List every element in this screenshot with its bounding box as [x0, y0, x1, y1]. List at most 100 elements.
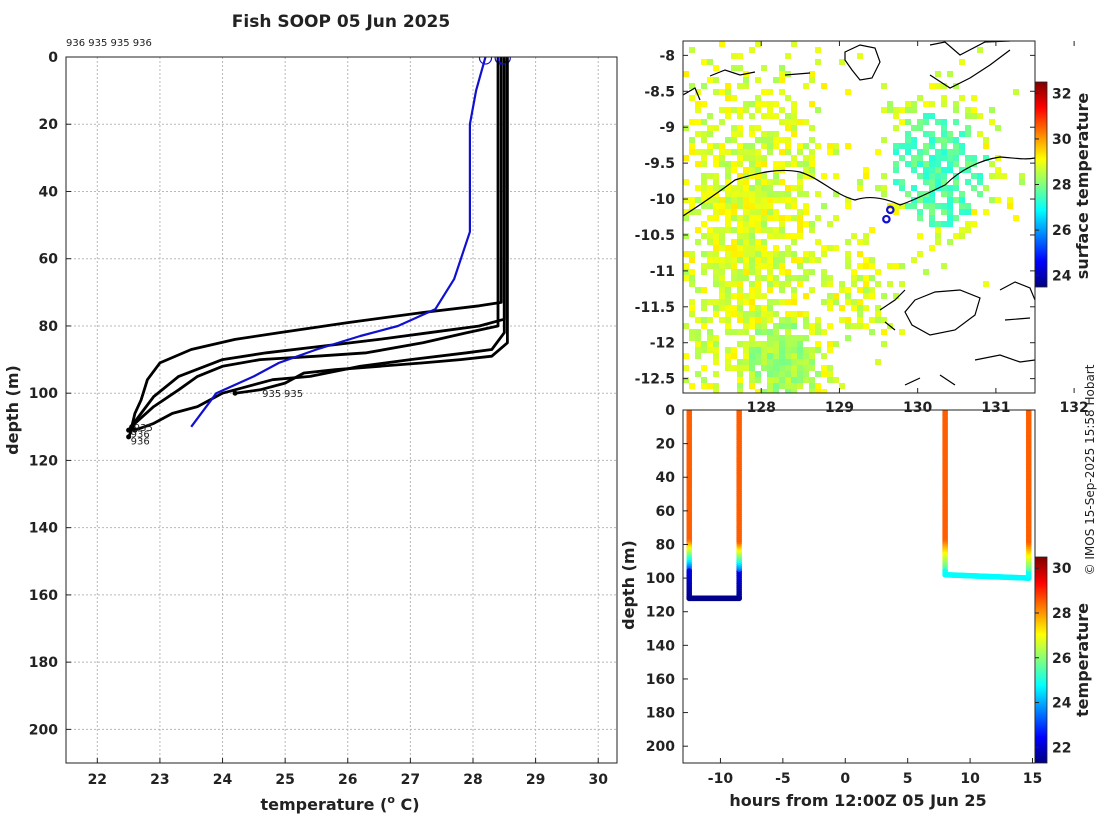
map-sst-cell — [929, 203, 935, 209]
map-sst-cell — [977, 179, 983, 185]
map-sst-cell — [893, 161, 899, 167]
map-sst-cell — [695, 101, 701, 107]
map-sst-cell — [779, 335, 785, 341]
map-sst-cell — [743, 311, 749, 317]
profile-xtick-label: 30 — [588, 772, 608, 788]
map-sst-cell — [701, 149, 707, 155]
map-sst-cell — [785, 341, 791, 347]
map-sst-cell — [935, 137, 941, 143]
map-sst-cell — [725, 287, 731, 293]
map-sst-cell — [851, 299, 857, 305]
map-sst-cell — [815, 389, 821, 393]
map-sst-cell — [779, 365, 785, 371]
map-sst-cell — [803, 275, 809, 281]
map-sst-cell — [743, 365, 749, 371]
map-sst-cell — [779, 317, 785, 323]
map-sst-cell — [707, 185, 713, 191]
map-sst-cell — [779, 371, 785, 377]
map-sst-cell — [779, 323, 785, 329]
map-sst-cell — [797, 281, 803, 287]
map-sst-cell — [737, 257, 743, 263]
map-sst-cell — [971, 221, 977, 227]
map-sst-cell — [953, 83, 959, 89]
map-sst-cell — [791, 119, 797, 125]
map-sst-cell — [869, 329, 875, 335]
map-sst-cell — [755, 281, 761, 287]
map-sst-cell — [743, 239, 749, 245]
map-sst-cell — [857, 263, 863, 269]
timeseries-colorbar-tick-label: 26 — [1052, 651, 1071, 667]
map-sst-cell — [761, 137, 767, 143]
map-sst-cell — [791, 125, 797, 131]
map-sst-cell — [779, 359, 785, 365]
map-sst-cell — [755, 161, 761, 167]
map-sst-cell — [953, 137, 959, 143]
map-sst-cell — [797, 215, 803, 221]
map-sst-cell — [743, 215, 749, 221]
map-sst-cell — [737, 293, 743, 299]
map-sst-cell — [785, 275, 791, 281]
map-sst-cell — [713, 341, 719, 347]
map-sst-cell — [713, 77, 719, 83]
map-sst-cell — [827, 275, 833, 281]
map-sst-cell — [785, 215, 791, 221]
map-sst-cell — [995, 125, 1001, 131]
map-sst-cell — [851, 233, 857, 239]
map-sst-cell — [701, 269, 707, 275]
map-sst-cell — [701, 173, 707, 179]
map-sst-cell — [953, 197, 959, 203]
map-sst-cell — [701, 347, 707, 353]
map-sst-cell — [749, 335, 755, 341]
map-sst-cell — [971, 155, 977, 161]
map-sst-cell — [737, 377, 743, 383]
map-sst-cell — [893, 209, 899, 215]
map-sst-cell — [755, 209, 761, 215]
map-sst-cell — [803, 191, 809, 197]
map-sst-cell — [743, 353, 749, 359]
map-sst-cell — [707, 251, 713, 257]
map-sst-cell — [731, 269, 737, 275]
map-sst-cell — [737, 161, 743, 167]
map-sst-cell — [863, 275, 869, 281]
map-sst-cell — [809, 359, 815, 365]
map-sst-cell — [839, 59, 845, 65]
map-sst-cell — [773, 113, 779, 119]
map-ytick-label: -9.5 — [644, 156, 675, 172]
map-sst-cell — [749, 143, 755, 149]
map-sst-cell — [797, 149, 803, 155]
map-sst-cell — [905, 107, 911, 113]
map-sst-cell — [731, 203, 737, 209]
map-sst-cell — [761, 143, 767, 149]
map-sst-cell — [929, 113, 935, 119]
map-sst-cell — [713, 125, 719, 131]
map-sst-cell — [905, 131, 911, 137]
map-sst-cell — [797, 341, 803, 347]
profile-xlabel-sup: o — [387, 793, 395, 806]
timeseries-point — [736, 410, 742, 413]
map-sst-cell — [803, 155, 809, 161]
map-sst-cell — [749, 383, 755, 389]
map-sst-cell — [755, 323, 761, 329]
map-sst-cell — [923, 179, 929, 185]
map-sst-cell — [947, 155, 953, 161]
map-sst-cell — [821, 203, 827, 209]
map-sst-cell — [755, 41, 761, 47]
map-sst-cell — [815, 323, 821, 329]
profile-line-935b — [127, 57, 500, 438]
map-sst-cell — [755, 221, 761, 227]
map-sst-cell — [689, 119, 695, 125]
map-sst-cell — [731, 347, 737, 353]
map-sst-cell — [935, 221, 941, 227]
map-sst-cell — [707, 113, 713, 119]
map-sst-cell — [701, 323, 707, 329]
map-sst-cell — [779, 197, 785, 203]
map-sst-cell — [785, 95, 791, 101]
map-sst-cell — [851, 281, 857, 287]
profile-ytick-label: 40 — [39, 184, 59, 200]
map-sst-cell — [983, 143, 989, 149]
map-sst-cell — [965, 221, 971, 227]
map-sst-cell — [929, 101, 935, 107]
map-sst-cell — [767, 383, 773, 389]
map-sst-cell — [695, 149, 701, 155]
map-sst-cell — [845, 323, 851, 329]
